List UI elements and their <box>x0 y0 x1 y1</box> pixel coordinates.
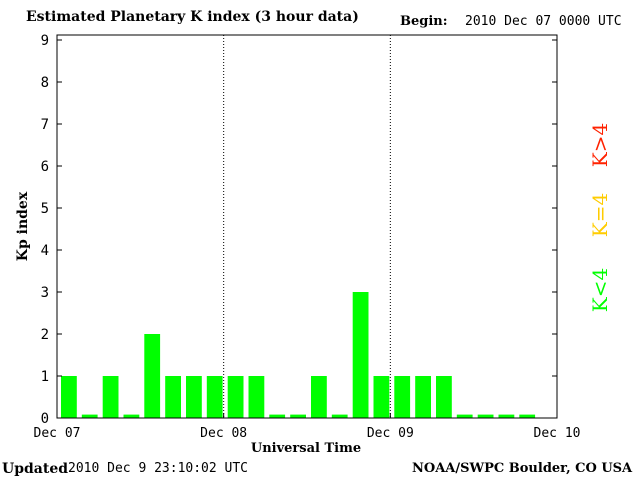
y-tick-label: 2 <box>41 327 49 343</box>
begin-label: Begin: <box>400 14 448 29</box>
kp-bar <box>206 376 223 418</box>
y-tick-label: 9 <box>41 33 49 49</box>
x-tick-label: Dec 08 <box>200 426 247 441</box>
y-tick-label: 4 <box>41 243 49 259</box>
kp-bar <box>123 414 140 418</box>
kp-bar <box>248 376 265 418</box>
y-axis-label: Kp index <box>15 191 31 261</box>
y-tick-label: 0 <box>41 411 49 427</box>
plot-frame <box>56 34 558 419</box>
y-tick-label: 8 <box>41 75 49 91</box>
kp-bar <box>227 376 244 418</box>
kp-bar <box>373 376 390 418</box>
y-axis-ticks: 0 1 2 3 4 5 6 7 8 9 <box>41 33 557 427</box>
x-tick-label: Dec 07 <box>34 426 81 441</box>
begin-value: 2010 Dec 07 0000 UTC <box>465 14 622 29</box>
kp-bar <box>436 376 452 418</box>
kp-bar <box>415 376 431 418</box>
kp-bar <box>477 414 494 418</box>
kp-bar <box>311 376 327 418</box>
kp-bar <box>456 414 473 418</box>
legend-item: K=4 <box>588 193 612 237</box>
x-axis-label: Universal Time <box>251 441 361 456</box>
y-tick-label: 3 <box>41 285 49 301</box>
updated-timestamp: 2010 Dec 9 23:10:02 UTC <box>68 461 249 476</box>
kp-bar <box>519 414 536 418</box>
legend: K<4 K=4 K>4 <box>588 123 612 312</box>
kp-bar <box>498 414 515 418</box>
y-tick-label: 1 <box>41 369 49 385</box>
kp-bar <box>165 376 181 418</box>
x-axis-ticks: Dec 07 Dec 08 Dec 09 Dec 10 <box>34 413 581 441</box>
kp-bar <box>81 414 98 418</box>
credit-text: NOAA/SWPC Boulder, CO USA <box>412 461 633 476</box>
chart-title: Estimated Planetary K index (3 hour data… <box>26 9 359 25</box>
x-tick-label: Dec 10 <box>534 426 581 441</box>
kp-bar <box>269 414 286 418</box>
y-tick-label: 7 <box>41 117 49 133</box>
bars-group <box>61 292 536 418</box>
y-tick-label: 6 <box>41 159 49 175</box>
updated-label: Updated <box>2 461 69 477</box>
day-separators <box>223 35 391 418</box>
kp-bar <box>394 376 411 418</box>
y-tick-label: 5 <box>41 201 49 217</box>
kp-bar <box>186 376 202 418</box>
kp-bar <box>102 376 119 418</box>
legend-item: K>4 <box>588 123 612 167</box>
kp-bar <box>61 376 77 418</box>
kp-bar <box>352 292 369 418</box>
kp-bar <box>290 414 306 418</box>
kp-bar <box>144 334 161 418</box>
x-tick-label: Dec 09 <box>367 426 414 441</box>
kp-bar <box>331 414 348 418</box>
legend-item: K<4 <box>588 268 612 312</box>
